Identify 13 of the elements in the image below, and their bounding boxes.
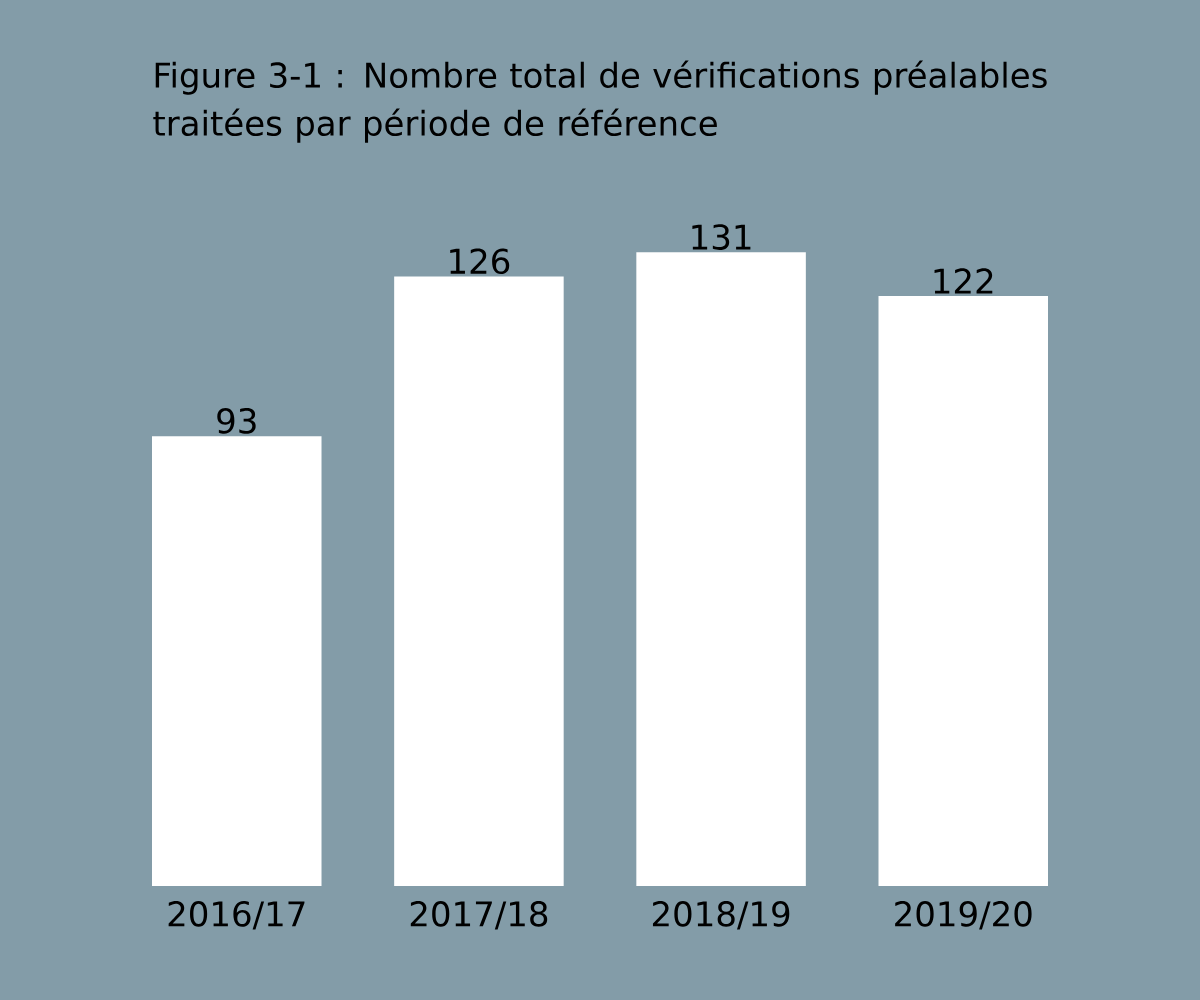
x-tick-label: 2016/17: [168, 901, 305, 930]
x-tick-label: 2019/20: [895, 901, 1032, 930]
chart-title: Figure 3-1 : Nombre total de vérifications préalables traitées par période de référence: [153, 60, 1047, 143]
x-tick-label: 2018/19: [652, 901, 790, 930]
data-label: 126: [450, 248, 510, 275]
bar: [394, 276, 564, 886]
bar: [878, 295, 1049, 886]
x-tick-label: 2017/18: [410, 901, 548, 930]
data-label: 93: [217, 408, 256, 434]
data-label: 131: [692, 224, 751, 250]
bar: [152, 436, 322, 886]
data-label: 122: [934, 268, 993, 294]
bar: [636, 252, 806, 886]
